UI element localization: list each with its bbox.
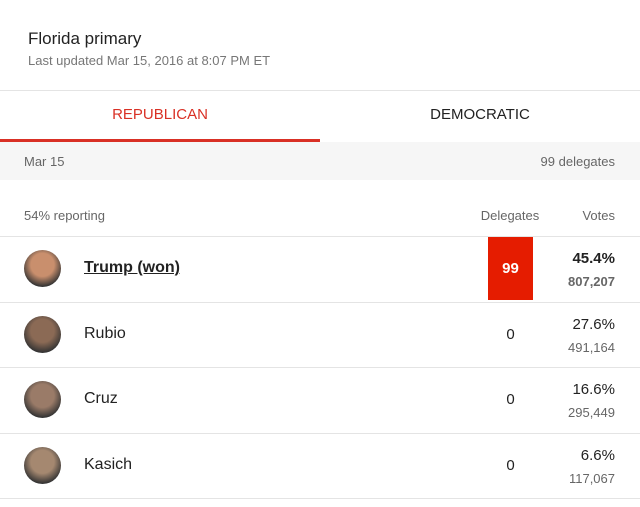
title: Florida primary <box>28 29 142 48</box>
vote-percent: 27.6% <box>572 315 615 333</box>
candidate-row: Cruz 0 16.6% 295,449 <box>0 367 640 432</box>
candidate-row: Trump (won) 99 45.4% 807,207 <box>0 236 640 301</box>
delegates: 0 <box>506 456 515 474</box>
avatar <box>24 446 61 484</box>
vote-count: 491,164 <box>568 339 615 355</box>
avatar <box>24 250 61 287</box>
candidate-name[interactable]: Trump (won) <box>84 259 180 276</box>
divider <box>0 367 640 368</box>
divider <box>0 90 640 91</box>
candidate-name: Kasich <box>84 455 133 473</box>
candidate-row: Kasich 0 6.6% 117,067 <box>0 433 640 498</box>
vote-count: 295,449 <box>568 405 615 420</box>
avatar <box>24 315 61 353</box>
vote-percent: 45.4% <box>572 250 615 267</box>
column-header: Delegates <box>480 208 540 223</box>
delegates-total: 99 delegates <box>540 154 615 169</box>
vote-count: 807,207 <box>568 274 615 289</box>
avatar <box>24 381 61 418</box>
candidate-name: Cruz <box>84 390 118 407</box>
delegates: 0 <box>506 325 515 343</box>
divider <box>0 498 640 499</box>
vote-percent: 16.6% <box>572 381 615 398</box>
candidate-name: Rubio <box>84 324 126 342</box>
vote-count: 117,067 <box>568 470 615 486</box>
divider <box>0 432 640 434</box>
date: Mar 15 <box>24 154 65 169</box>
delegates: 0 <box>506 391 515 408</box>
info-band: Mar 15 99 delegates <box>0 142 640 180</box>
divider <box>0 301 640 303</box>
reporting: 54% reporting <box>24 208 105 223</box>
divider <box>0 236 640 237</box>
tab[interactable]: DEMOCRATIC <box>430 106 530 123</box>
vote-percent: 6.6% <box>580 446 615 464</box>
column-header: Votes <box>582 208 615 223</box>
subtitle: Last updated Mar 15, 2016 at 8:07 PM ET <box>28 53 271 68</box>
tab-indicator <box>0 139 320 142</box>
tab[interactable]: REPUBLICAN <box>112 106 208 123</box>
candidate-row: Rubio 0 27.6% 491,164 <box>0 302 640 367</box>
delegates: 99 <box>488 237 533 300</box>
